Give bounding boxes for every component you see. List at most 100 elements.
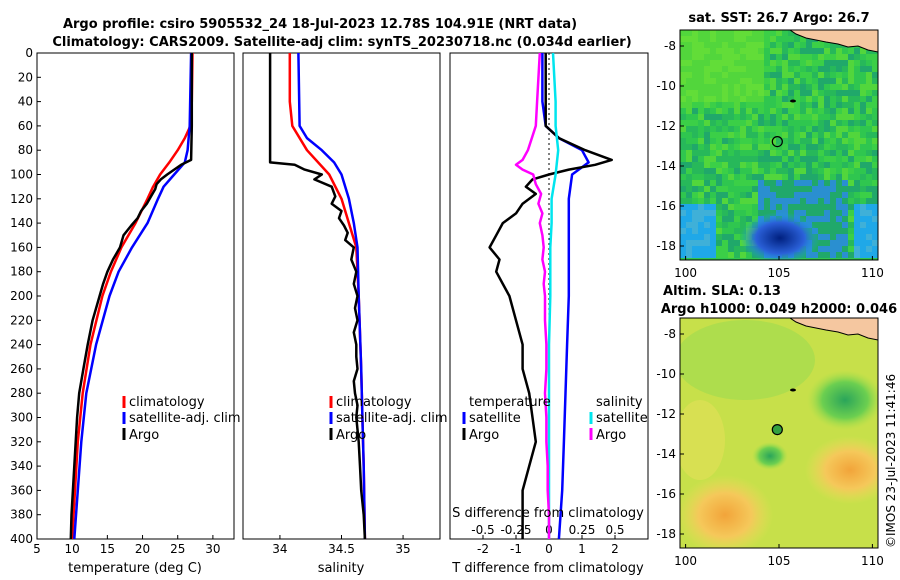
salinity-panel: 34 34.5 35 salinity climatology satellite-… <box>242 52 448 576</box>
depth-tick-label: 80 <box>18 143 33 157</box>
sla-lon-tick-label: 105 <box>768 554 791 568</box>
t-difference-tick-label: 0 <box>545 542 553 556</box>
temperature-axes-frame <box>36 52 235 540</box>
christmas-island <box>790 388 796 392</box>
legend-label-satellite: satellite-adj. clim <box>129 411 241 426</box>
argo-temperature-line <box>69 53 194 540</box>
depth-tick-label: 300 <box>10 411 33 425</box>
depth-tick-label: 120 <box>10 192 33 206</box>
sla-map-title-line1: Altim. SLA: 0.13 <box>663 284 781 299</box>
sla-map-panel: Altim. SLA: 0.13 Argo h1000: 0.049 h2000… <box>656 284 897 568</box>
sla-lat-tick-label: -10 <box>656 367 676 381</box>
java-coastline <box>789 318 878 341</box>
temperature-tick-labels: 5 10 15 20 25 30 <box>33 535 221 556</box>
sst-latitude-tick-labels: -8 -10 -12 -14 -16 -18 <box>656 39 684 253</box>
temperature-tick-label: 5 <box>33 542 41 556</box>
sst-longitude-tick-labels: 100 105 110 <box>674 256 884 280</box>
s-satellite-difference-line <box>547 52 560 539</box>
satellite-temperature-line <box>73 52 193 540</box>
sst-map-title: sat. SST: 26.7 Argo: 26.7 <box>688 11 869 26</box>
depth-tick-label: 0 <box>25 46 33 60</box>
salinity-tick-label: 34 <box>272 542 287 556</box>
s-difference-tick-label: -0.5 <box>471 523 494 537</box>
legend-label-climatology: climatology <box>336 395 412 410</box>
sst-pixel-field <box>680 30 878 258</box>
salinity-legend: climatology satellite-adj. clim Argo <box>329 395 448 443</box>
s-difference-tick-label: 0.5 <box>605 523 624 537</box>
depth-tick-labels: 0 20 40 60 80 100 120 140 160 180 200 220 240 260 280 3… <box>10 46 41 546</box>
sla-lat-tick-label: -12 <box>656 407 676 421</box>
legend-label-argo: Argo <box>336 428 366 443</box>
legend-label-t-satellite: satellite <box>469 411 521 426</box>
depth-tick-label: 20 <box>18 70 33 84</box>
sst-lat-tick-label: -8 <box>664 39 676 53</box>
sla-lon-tick-label: 100 <box>674 554 697 568</box>
sla-lat-tick-label: -14 <box>656 447 676 461</box>
sst-lat-tick-label: -12 <box>656 119 676 133</box>
legend-label-s-satellite: satellite <box>596 411 648 426</box>
sst-lat-tick-label: -18 <box>656 239 676 253</box>
legend-label-satellite: satellite-adj. clim <box>336 411 448 426</box>
sla-map-title-line2: Argo h1000: 0.049 h2000: 0.046 <box>661 302 897 317</box>
positive-sla-patch <box>805 436 878 504</box>
difference-panel: -2 -1 0 1 2 -0.5 -0.25 0 0.25 0.5 S difference f… <box>449 52 649 576</box>
t-difference-tick-label: -1 <box>510 542 522 556</box>
argo-salinity-line <box>268 53 367 540</box>
sst-map-field <box>680 30 878 260</box>
t-difference-xlabel: T difference from climatology <box>451 561 644 576</box>
t-argo-difference-line <box>488 53 613 539</box>
depth-tick-label: 380 <box>10 508 33 522</box>
climatology-temperature-line <box>70 52 194 540</box>
depth-tick-label: 340 <box>10 459 33 473</box>
difference-legend-temperature: temperature satellite Argo <box>462 395 551 443</box>
legend-label-t-argo: Argo <box>469 428 499 443</box>
negative-sla-patch <box>807 370 878 430</box>
depth-tick-label: 320 <box>10 435 33 449</box>
positive-sla-patch-sw <box>680 475 773 548</box>
figure-title-line1: Argo profile: csiro 5905532_24 18-Jul-20… <box>63 17 577 32</box>
java-coastline <box>789 30 878 53</box>
temperature-lines <box>69 52 194 540</box>
temperature-tick-label: 20 <box>135 542 150 556</box>
salinity-axes-frame <box>242 52 441 540</box>
depth-tick-label: 280 <box>10 386 33 400</box>
salinity-lines <box>268 52 367 540</box>
sla-longitude-tick-labels: 100 105 110 <box>674 544 884 568</box>
cold-anomaly-patch <box>740 212 820 260</box>
t-difference-tick-label: -2 <box>477 542 489 556</box>
temperature-tick-label: 30 <box>205 542 220 556</box>
salinity-tick-label: 34.5 <box>328 542 355 556</box>
difference-lines <box>488 52 613 540</box>
sst-lat-tick-label: -14 <box>656 159 676 173</box>
temperature-tick-label: 15 <box>100 542 115 556</box>
sst-lon-tick-label: 110 <box>861 266 884 280</box>
depth-tick-label: 60 <box>18 119 33 133</box>
imos-credit: ©IMOS 23-Jul-2023 11:41:46 <box>884 374 898 548</box>
christmas-island <box>790 99 796 103</box>
argo-float-marker <box>771 136 783 148</box>
sla-map-field <box>680 318 878 548</box>
depth-tick-label: 360 <box>10 483 33 497</box>
salinity-xlabel: salinity <box>318 561 365 576</box>
legend-title-salinity: salinity <box>596 395 643 410</box>
t-difference-tick-label: 2 <box>611 542 619 556</box>
legend-label-s-argo: Argo <box>596 428 626 443</box>
s-difference-tick-label: -0.25 <box>500 523 531 537</box>
sla-lat-tick-label: -8 <box>664 327 676 341</box>
depth-tick-label: 240 <box>10 338 33 352</box>
satellite-salinity-line <box>297 52 367 540</box>
sst-lon-tick-label: 100 <box>674 266 697 280</box>
depth-tick-label: 180 <box>10 265 33 279</box>
temperature-tick-label: 10 <box>65 542 80 556</box>
depth-tick-label: 40 <box>18 95 33 109</box>
depth-tick-label: 160 <box>10 240 33 254</box>
sst-lat-tick-label: -10 <box>656 79 676 93</box>
depth-tick-label: 220 <box>10 313 33 327</box>
figure-title-line2: Climatology: CARS2009. Satellite-adj cli… <box>52 35 631 50</box>
argo-float-marker <box>771 424 783 436</box>
sla-latitude-tick-labels: -8 -10 -12 -14 -16 -18 <box>656 327 684 541</box>
sst-map-panel: sat. SST: 26.7 Argo: 26.7 -8 -10 -12 -14 -16… <box>656 11 883 280</box>
sla-lon-tick-label: 110 <box>861 554 884 568</box>
temperature-panel: 0 20 40 60 80 100 120 140 160 180 200 220 240 260 280 3… <box>10 46 241 576</box>
